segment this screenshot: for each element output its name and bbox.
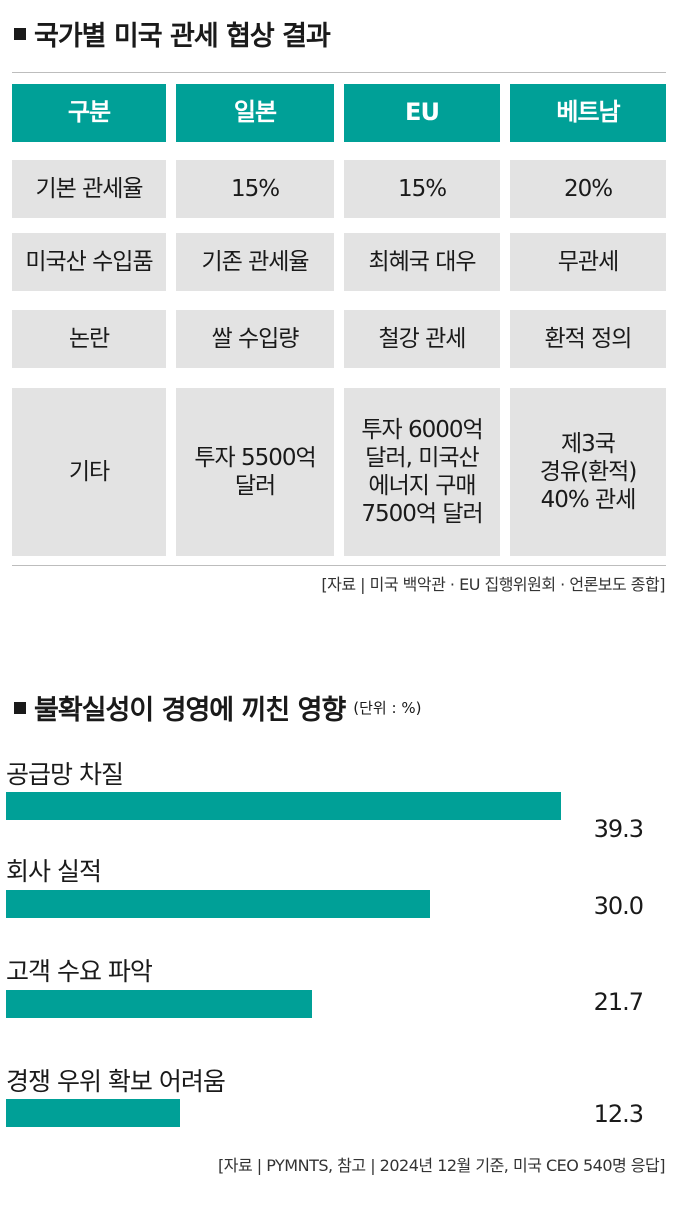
- bar: [6, 990, 312, 1018]
- bar: [6, 890, 430, 918]
- row-other-cell-2: 투자 6000억 달러, 미국산 에너지 구매 7500억 달러: [344, 388, 500, 556]
- table-title: 국가별 미국 관세 협상 결과: [14, 14, 331, 53]
- bar: [6, 1099, 180, 1127]
- row-us-imports-cell-3: 무관세: [510, 233, 666, 291]
- row-base-rate-cell-2: 15%: [344, 160, 500, 218]
- row-us-imports-cell-1: 기존 관세율: [176, 233, 334, 291]
- bar-value-label: 21.7: [593, 988, 644, 1016]
- row-other-cell-0: 기타: [12, 388, 166, 556]
- bar-value-label: 30.0: [593, 892, 644, 920]
- row-controversy-cell-3: 환적 정의: [510, 310, 666, 368]
- header-cell-0: 구분: [12, 84, 166, 142]
- table-bottom-rule: [12, 565, 666, 566]
- header-cell-2: EU: [344, 84, 500, 142]
- chart-title: 불확실성이 경영에 끼친 영향 (단위 : %): [14, 688, 421, 727]
- table-source: [자료 | 미국 백악관 · EU 집행위원회 · 언론보도 종합]: [321, 575, 665, 594]
- row-controversy-cell-0: 논란: [12, 310, 166, 368]
- bar-category-label: 회사 실적: [6, 857, 102, 886]
- bar-category-label: 경쟁 우위 확보 어려움: [6, 1067, 226, 1096]
- chart-unit: (단위 : %): [353, 699, 422, 717]
- table-title-text: 국가별 미국 관세 협상 결과: [34, 21, 331, 52]
- table-top-rule: [12, 72, 666, 73]
- chart-source: [자료 | PYMNTS, 참고 | 2024년 12월 기준, 미국 CEO …: [217, 1156, 666, 1175]
- bar-category-label: 고객 수요 파악: [6, 957, 153, 986]
- row-base-rate-cell-0: 기본 관세율: [12, 160, 166, 218]
- row-us-imports-cell-2: 최혜국 대우: [344, 233, 500, 291]
- row-other-cell-3: 제3국 경유(환적) 40% 관세: [510, 388, 666, 556]
- bar-value-label: 39.3: [593, 815, 644, 843]
- header-cell-3: 베트남: [510, 84, 666, 142]
- square-bullet-icon: [14, 701, 26, 714]
- row-controversy-cell-2: 철강 관세: [344, 310, 500, 368]
- row-base-rate-cell-3: 20%: [510, 160, 666, 218]
- row-base-rate-cell-1: 15%: [176, 160, 334, 218]
- bar-value-label: 12.3: [593, 1100, 644, 1128]
- header-cell-1: 일본: [176, 84, 334, 142]
- bar: [6, 792, 561, 820]
- row-controversy-cell-1: 쌀 수입량: [176, 310, 334, 368]
- bar-category-label: 공급망 차질: [6, 760, 124, 789]
- row-other-cell-1: 투자 5500억 달러: [176, 388, 334, 556]
- chart-title-text: 불확실성이 경영에 끼친 영향: [34, 695, 346, 726]
- square-bullet-icon: [14, 27, 26, 40]
- row-us-imports-cell-0: 미국산 수입품: [12, 233, 166, 291]
